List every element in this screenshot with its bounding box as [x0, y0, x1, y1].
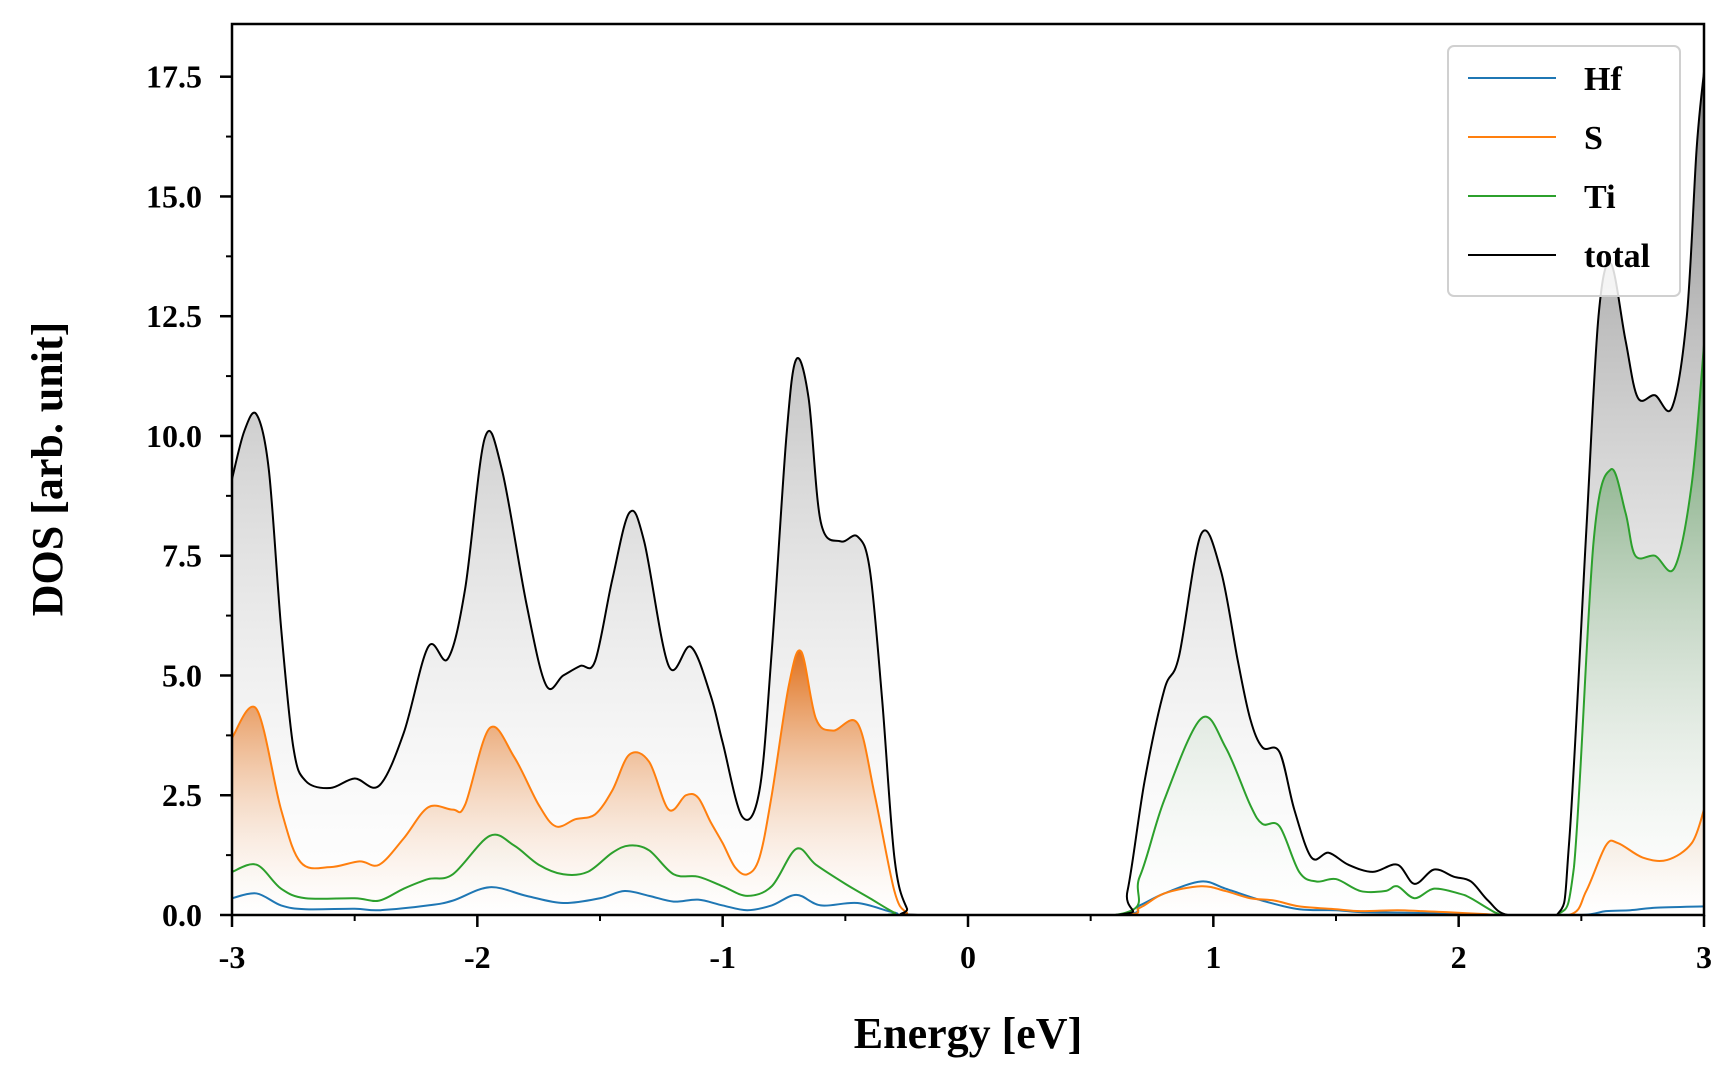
x-tick-label: 2: [1451, 939, 1467, 975]
series-line-total: [232, 71, 1704, 915]
y-tick-label: 15.0: [146, 178, 202, 214]
x-axis-ticks: -3 -2 -1 0 1 2 3: [219, 915, 1712, 975]
y-axis-title: DOS [arb. unit]: [23, 322, 72, 617]
x-tick-label: 0: [960, 939, 976, 975]
x-tick-label: 3: [1696, 939, 1712, 975]
y-tick-label: 10.0: [146, 418, 202, 454]
y-tick-label: 5.0: [162, 657, 202, 693]
y-tick-label: 0.0: [162, 897, 202, 933]
x-axis-title: Energy [eV]: [854, 1009, 1083, 1058]
series-line-ti: [232, 344, 1704, 915]
x-tick-label: -2: [464, 939, 491, 975]
legend: Hf S Ti total: [1447, 45, 1681, 297]
series-fills: [232, 71, 1704, 915]
legend-label-ti: Ti: [1584, 179, 1616, 216]
series-line-hf: [232, 880, 1704, 915]
series-line-s: [232, 649, 1704, 915]
y-tick-label: 7.5: [162, 538, 202, 574]
series-lines: [232, 71, 1704, 915]
x-tick-label: 1: [1205, 939, 1221, 975]
y-tick-label: 17.5: [146, 59, 202, 95]
y-axis-ticks: 0.0 2.5 5.0 7.5 10.0 12.5 15.0 17.5: [146, 59, 232, 933]
legend-label-s: S: [1584, 120, 1603, 157]
x-tick-label: -1: [709, 939, 736, 975]
area-fill-s: [232, 650, 1704, 915]
legend-label-total: total: [1584, 238, 1650, 275]
y-tick-label: 2.5: [162, 777, 202, 813]
y-tick-label: 12.5: [146, 298, 202, 334]
x-tick-label: -3: [219, 939, 246, 975]
legend-box: [1447, 45, 1681, 297]
legend-label-hf: Hf: [1584, 61, 1622, 98]
area-fill-total: [232, 71, 1704, 915]
